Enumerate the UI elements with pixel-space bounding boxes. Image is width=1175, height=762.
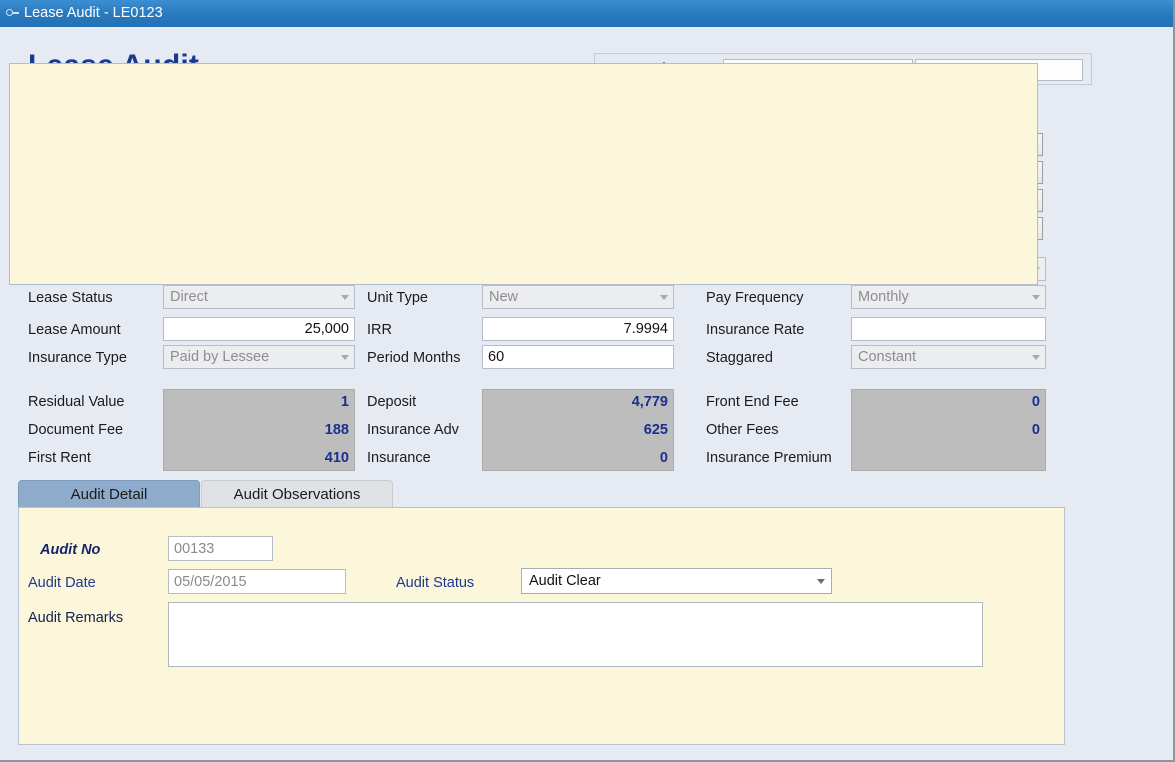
summary-panel-middle bbox=[482, 389, 674, 471]
tab-audit-detail[interactable]: Audit Detail bbox=[18, 480, 200, 508]
chevron-down-icon bbox=[1032, 295, 1040, 300]
insurance-rate-input[interactable] bbox=[851, 317, 1046, 341]
page-body: Lease Audit Enter By/ Date Offer No 0001… bbox=[0, 27, 1173, 760]
chevron-down-icon bbox=[660, 295, 668, 300]
staggared-select[interactable]: Constant bbox=[851, 345, 1046, 369]
first-rent-value: 410 bbox=[324, 450, 349, 466]
audit-status-label: Audit Status bbox=[396, 575, 475, 591]
lease-amount-label: Lease Amount bbox=[28, 322, 121, 338]
insurance-premium-label: Insurance Premium bbox=[706, 450, 832, 466]
insurance-type-value: Paid by Lessee bbox=[170, 349, 270, 365]
audit-status-select[interactable]: Audit Clear bbox=[521, 568, 832, 594]
insurance-type-select[interactable]: Paid by Lessee bbox=[163, 345, 355, 369]
document-fee-label: Document Fee bbox=[28, 422, 124, 438]
other-fees-label: Other Fees bbox=[706, 422, 779, 438]
front-end-fee-value: 0 bbox=[1031, 394, 1040, 410]
front-end-fee-label: Front End Fee bbox=[706, 394, 799, 410]
summary-panel-right bbox=[851, 389, 1046, 471]
insurance-label: Insurance bbox=[367, 450, 431, 466]
insurance-value: 0 bbox=[659, 450, 668, 466]
audit-detail-inner-panel bbox=[9, 63, 1038, 285]
pay-frequency-label: Pay Frequency bbox=[706, 290, 804, 306]
irr-label: IRR bbox=[367, 322, 392, 338]
tab-strip: Audit Detail Audit Observations bbox=[18, 480, 1065, 508]
insurance-adv-value: 625 bbox=[643, 422, 668, 438]
pay-frequency-value: Monthly bbox=[858, 289, 909, 305]
summary-panel-left bbox=[163, 389, 355, 471]
audit-date-input[interactable] bbox=[168, 569, 346, 594]
residual-value: 1 bbox=[340, 394, 349, 410]
lease-status-label: Lease Status bbox=[28, 290, 113, 306]
staggared-label: Staggared bbox=[706, 350, 773, 366]
irr-input[interactable] bbox=[482, 317, 674, 341]
document-fee-value: 188 bbox=[324, 422, 349, 438]
chevron-down-icon bbox=[817, 579, 825, 584]
chevron-down-icon bbox=[341, 295, 349, 300]
audit-status-value: Audit Clear bbox=[529, 573, 601, 589]
period-months-input[interactable] bbox=[482, 345, 674, 369]
audit-no-input[interactable] bbox=[168, 536, 273, 561]
insurance-type-label: Insurance Type bbox=[28, 350, 127, 366]
audit-remarks-label: Audit Remarks bbox=[28, 610, 124, 626]
tab-audit-observations[interactable]: Audit Observations bbox=[201, 480, 393, 508]
unit-type-select[interactable]: New bbox=[482, 285, 674, 309]
unit-type-value: New bbox=[489, 289, 519, 305]
lease-amount-input[interactable] bbox=[163, 317, 355, 341]
audit-remarks-textarea[interactable] bbox=[169, 603, 982, 666]
window-title: Lease Audit - LE0123 bbox=[24, 5, 163, 22]
audit-remarks-input[interactable] bbox=[168, 602, 983, 667]
pay-frequency-select[interactable]: Monthly bbox=[851, 285, 1046, 309]
chevron-down-icon bbox=[1032, 355, 1040, 360]
audit-date-label: Audit Date bbox=[28, 575, 96, 591]
lease-status-select[interactable]: Direct bbox=[163, 285, 355, 309]
unit-type-label: Unit Type bbox=[367, 290, 428, 306]
lease-status-value: Direct bbox=[170, 289, 208, 305]
window-restore-icon bbox=[6, 7, 20, 19]
first-rent-label: First Rent bbox=[28, 450, 91, 466]
period-months-label: Period Months bbox=[367, 350, 461, 366]
audit-no-label: Audit No bbox=[40, 542, 101, 558]
deposit-value: 4,779 bbox=[631, 394, 668, 410]
deposit-label: Deposit bbox=[367, 394, 417, 410]
staggared-value: Constant bbox=[858, 349, 917, 365]
window-titlebar: Lease Audit - LE0123 bbox=[0, 0, 1173, 27]
other-fees-value: 0 bbox=[1031, 422, 1040, 438]
insurance-rate-label: Insurance Rate bbox=[706, 322, 805, 338]
chevron-down-icon bbox=[341, 355, 349, 360]
insurance-adv-label: Insurance Adv bbox=[367, 422, 459, 438]
residual-value-label: Residual Value bbox=[28, 394, 125, 410]
